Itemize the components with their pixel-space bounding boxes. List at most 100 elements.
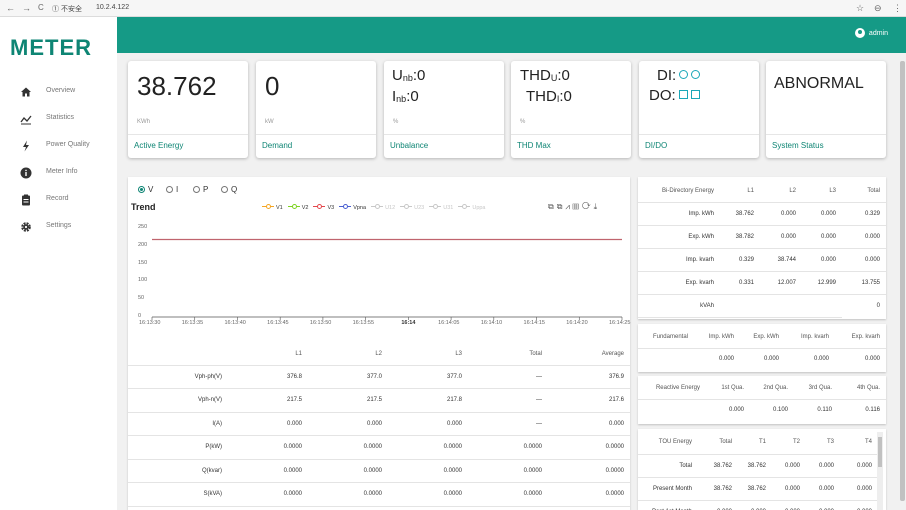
di-do-title: DI/DO: [645, 141, 668, 150]
scrollbar-thumb[interactable]: [900, 61, 905, 501]
legend-uppa[interactable]: Uppa: [458, 204, 486, 211]
user-menu[interactable]: admin: [854, 28, 888, 38]
reload-icon[interactable]: C: [38, 3, 44, 12]
back-icon[interactable]: ←: [6, 3, 15, 13]
legend-v3[interactable]: V3: [313, 204, 334, 211]
x-tick-label: 16:14:10: [480, 320, 503, 326]
x-tick-label: 16:14:05: [438, 320, 460, 326]
legend-vpna[interactable]: Vpna: [339, 204, 366, 211]
trend-icon: [20, 113, 32, 125]
sidebar-item-label: Record: [46, 195, 69, 202]
table-row: kVAh 0: [638, 294, 886, 318]
trend-title: Trend: [131, 202, 156, 212]
radio-dot: [221, 186, 228, 193]
scrollbar-thumb[interactable]: [878, 437, 882, 467]
table-row: Total 38.762 38.762 0.000 0.000 0.000: [638, 454, 878, 478]
x-tick-label: 16:14:15: [523, 320, 545, 326]
sidebar-item-settings[interactable]: Settings: [0, 216, 117, 240]
thd-u: THDU:0: [520, 67, 570, 84]
legend-u12[interactable]: U12: [371, 204, 395, 211]
sidebar-item-overview[interactable]: Overview: [0, 81, 117, 105]
table-row: 0.000 0.100 0.110 0.116: [728, 406, 880, 413]
y-tick-label: 200: [138, 241, 148, 248]
sidebar-item-label: Statistics: [46, 114, 75, 121]
card-unbalance: Unb:0 Inb:0 % Unbalance: [384, 61, 504, 158]
browser-toolbar: ← → C ① 不安全 10.2.4.122 ☆ ⊖ ⋮: [0, 0, 906, 17]
card-divider: [639, 134, 759, 135]
top-header: admin: [117, 17, 906, 53]
sidebar-item-meter-info[interactable]: Meter Info: [0, 162, 117, 186]
forward-icon[interactable]: →: [22, 3, 31, 13]
radio-p[interactable]: P: [193, 185, 208, 194]
x-tick-label: 16:13:40: [224, 320, 246, 326]
do-1-indicator: [678, 90, 688, 99]
radio-dot: [166, 186, 173, 193]
tou-energy-table: TOU Energy Total T1 T2 T3 T4 Total 38.762 38.76…: [638, 430, 878, 510]
address-bar[interactable]: 10.2.4.122: [96, 4, 130, 11]
sidebar-item-label: Power Quality: [46, 141, 90, 148]
card-system-status: ABNORMAL System Status: [766, 61, 886, 158]
x-tick-label: 16:14: [401, 320, 416, 326]
info-icon: [20, 167, 32, 179]
table-row: Past 1st Month0.0000.0000.0000.0000.000: [638, 500, 878, 510]
sidebar-item-label: Meter Info: [46, 168, 78, 175]
trend-chart: [151, 238, 623, 320]
y-tick-label: 250: [138, 224, 148, 230]
tou-energy-panel: TOU Energy Total T1 T2 T3 T4 Total 38.762 38.76…: [638, 429, 886, 510]
home-icon: [20, 86, 32, 98]
card-divider: [384, 134, 504, 135]
reactive-energy-table: Reactive Energy 1st Qua. 2nd Qua. 3rd Qua. 4…: [638, 378, 886, 420]
radio-q[interactable]: Q: [221, 185, 237, 194]
tou-scrollbar[interactable]: [877, 432, 883, 510]
card-active-energy: 38.762 KWh Active Energy: [128, 61, 248, 158]
table-row: S(kVA) 0.0000 0.0000 0.0000 0.0000 0.0000: [128, 482, 630, 507]
fundamental-table: Fundamental Imp. kWh Exp. kWh Imp. kvarh Exp…: [638, 327, 886, 369]
bookmark-star-icon[interactable]: ☆: [856, 3, 865, 13]
measurement-table: L1 L2 L3 Total Average Vph-ph(V) 376.8 377…: [128, 343, 630, 507]
sidebar: METER Overview Statistics Power Quality …: [0, 17, 117, 510]
demand-value: 0: [265, 71, 280, 101]
security-indicator[interactable]: ① 不安全: [52, 6, 82, 13]
card-divider: [128, 134, 248, 135]
unbalance-u: Unb:0: [392, 67, 426, 84]
card-divider: [766, 134, 886, 135]
username: admin: [868, 29, 888, 37]
thd-i: THDI:0: [526, 88, 572, 105]
x-tick-label: 16:13:55: [352, 320, 375, 326]
table-row: Vph-ph(V) 376.8 377.0 377.0—376.9: [128, 365, 630, 389]
x-tick-label: 16:14:20: [566, 320, 588, 326]
table-header-row: Bi-Directory Energy L1 L2 L3 Total: [638, 181, 886, 203]
thd-unit: %: [520, 119, 526, 125]
di-1-indicator: [679, 70, 689, 79]
card-divider: [256, 134, 376, 135]
radio-i[interactable]: I: [166, 185, 178, 194]
sidebar-item-record[interactable]: Record: [0, 189, 117, 213]
page-scrollbar[interactable]: [899, 53, 906, 510]
profile-icon[interactable]: ⊖: [874, 3, 882, 13]
active-energy-value: 38.762: [137, 71, 217, 101]
sidebar-item-power-quality[interactable]: Power Quality: [0, 135, 117, 159]
do-status: DO:: [649, 87, 700, 104]
legend-u31[interactable]: U31: [429, 204, 453, 211]
app-logo: METER: [10, 35, 92, 60]
table-row: Exp. kvarh 0.331 12.007 12.999 13.755: [638, 271, 886, 295]
table-row: P(kW) 0.0000 0.0000 0.0000 0.0000 0.0000: [128, 435, 630, 460]
x-tick-label: 16:13:50: [309, 320, 332, 326]
radio-v[interactable]: V: [138, 185, 153, 194]
demand-title: Demand: [262, 141, 293, 150]
legend-u23[interactable]: U23: [400, 204, 424, 211]
y-tick-label: 100: [138, 277, 148, 284]
chart-toolbox[interactable]: ⧉⧉⩘▥⟳⤓: [548, 202, 601, 211]
table-row: Present Month 38.762 38.762 0.000 0.000 0.000: [638, 477, 878, 501]
card-di-do: DI: DO: DI/DO: [639, 61, 759, 158]
unbalance-i: Inb:0: [392, 88, 419, 105]
system-status-title: System Status: [772, 141, 824, 150]
legend-v2[interactable]: V2: [287, 204, 308, 211]
x-tick-label: 16:14:25: [609, 320, 631, 326]
legend-v1[interactable]: V1: [262, 204, 283, 211]
browser-menu-icon[interactable]: ⋮: [893, 3, 902, 13]
table-row: I(A) 0.000 0.000 0.000—0.000: [128, 412, 630, 436]
unbalance-unit: %: [393, 119, 399, 125]
sidebar-item-statistics[interactable]: Statistics: [0, 108, 117, 132]
x-tick-label: 16:13:30: [139, 320, 161, 326]
